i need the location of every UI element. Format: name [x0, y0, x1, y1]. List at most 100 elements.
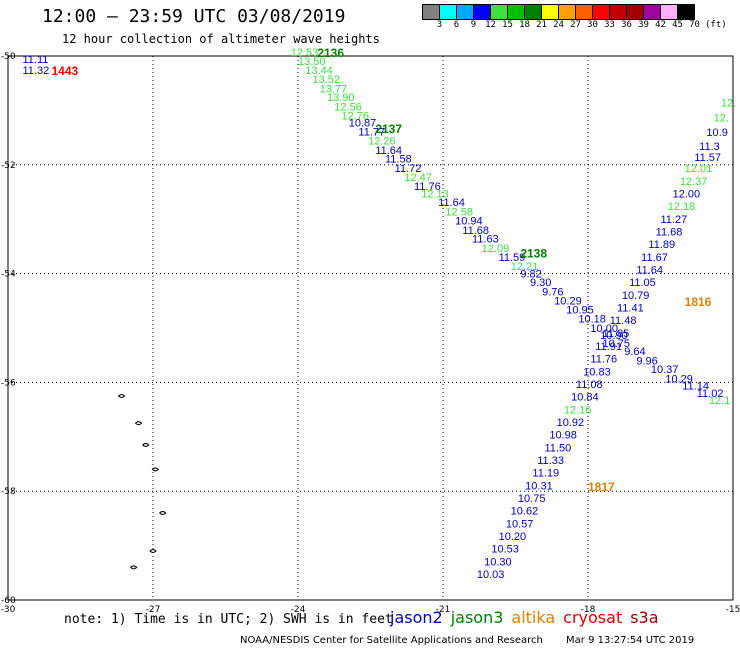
- pass-number-label: 2136: [317, 46, 344, 60]
- swh-value-label: 12.47: [404, 172, 432, 184]
- lon-tick-label: -15: [726, 605, 740, 615]
- swh-value-label: 11.77: [358, 126, 385, 138]
- swh-value-label: 11.33: [537, 455, 564, 467]
- lon-tick-label: -21: [436, 605, 451, 615]
- lon-tick-label: -27: [146, 605, 161, 615]
- legend-label: 70: [689, 20, 700, 30]
- pass-number-label: 2138: [520, 246, 547, 260]
- color-legend: 3 6 9 12 15 18 21 24 27 30 33 36 39 42 45 70 (ft): [422, 4, 727, 30]
- swh-value-label: 13.44: [305, 65, 333, 77]
- swh-value-label: 11.64: [636, 265, 663, 277]
- pass-number-label: 1817: [588, 480, 615, 494]
- pass-number-label: 2137: [375, 122, 402, 136]
- swh-value-label: 12.53: [291, 47, 319, 59]
- swh-value-label: 11.02: [697, 388, 724, 400]
- legend-swatch: [677, 4, 695, 20]
- swh-value-label: 10.75: [603, 338, 631, 350]
- swh-value-label: 12.56: [334, 101, 362, 113]
- swh-value-label: 10.94: [455, 216, 483, 228]
- swh-value-label: 12.: [721, 98, 736, 110]
- swh-value-label: 12.21: [511, 261, 539, 273]
- swh-value-label: 13.90: [327, 92, 355, 104]
- island-outline: [142, 442, 150, 447]
- swh-value-label: 11.57: [694, 152, 721, 164]
- swh-value-label: 12.01: [685, 163, 713, 175]
- swh-value-label: 10.29: [665, 373, 693, 385]
- swh-value-label: 10.29: [554, 296, 582, 308]
- swh-value-label: 11.68: [462, 225, 489, 237]
- swh-value-label: 10.57: [506, 519, 534, 531]
- swh-value-label: 10.87: [349, 118, 377, 130]
- legend-label: 45: [672, 20, 683, 30]
- lat-tick-label: -58: [1, 487, 16, 497]
- swh-value-label: 11.19: [532, 468, 559, 480]
- legend-swatches: [422, 4, 727, 20]
- swh-value-label: 11.11: [23, 54, 49, 66]
- lon-tick-label: -18: [581, 605, 596, 615]
- legend-label: 18: [519, 20, 530, 30]
- swh-value-label: 9.82: [520, 268, 541, 280]
- swh-value-label: 9.64: [624, 346, 645, 358]
- satellite-s3a: s3a: [630, 608, 659, 627]
- legend-label: 36: [621, 20, 632, 30]
- satellite-cryosat: cryosat: [563, 608, 623, 627]
- footer: NOAA/NESDIS Center for Satellite Applica…: [240, 635, 694, 646]
- legend-labels: 3 6 9 12 15 18 21 24 27 30 33 36 39 42 45 70 (ft): [431, 20, 727, 30]
- island-outline: [158, 510, 167, 515]
- swh-value-label: 10.00: [590, 323, 618, 335]
- lon-tick-label: -24: [291, 605, 306, 615]
- swh-value-label: 11.72: [395, 163, 422, 175]
- swh-value-label: 10.18: [578, 314, 606, 326]
- satellite-legend: jason2 jason3 altika cryosat s3a: [390, 608, 667, 627]
- swh-value-label: 10.95: [566, 304, 594, 316]
- swh-value-label: 10.20: [499, 531, 527, 543]
- legend-label: 9: [470, 20, 477, 30]
- legend-label: 3: [436, 20, 443, 30]
- lat-tick-label: -54: [1, 270, 16, 280]
- swh-value-label: 11.59: [499, 252, 526, 264]
- swh-value-label: 10.75: [518, 493, 546, 505]
- island-outline: [149, 549, 157, 554]
- swh-value-label: 10.30: [484, 557, 512, 569]
- swh-value-label: 11.67: [641, 252, 668, 264]
- swh-value-label: 10.98: [549, 429, 577, 441]
- swh-value-label: 11.05: [629, 277, 656, 289]
- swh-value-label: 11.85: [603, 328, 630, 340]
- swh-value-label: 11.27: [661, 214, 688, 226]
- swh-value-label: 11.50: [545, 442, 572, 454]
- pass-number-label: 1816: [685, 295, 712, 309]
- satellite-jason3: jason3: [450, 608, 504, 627]
- swh-value-label: 10.83: [583, 366, 611, 378]
- swh-value-label: 11.48: [610, 315, 637, 327]
- legend-label: 21: [536, 20, 547, 30]
- lon-tick-label: -30: [1, 605, 16, 615]
- legend-label: 27: [570, 20, 581, 30]
- swh-value-label: 10.79: [622, 290, 650, 302]
- legend-label: 24: [553, 20, 564, 30]
- swh-value-label: 11.76: [590, 353, 617, 365]
- legend-label: 42: [655, 20, 666, 30]
- footer-timestamp: Mar 9 13:27:54 UTC 2019: [566, 635, 695, 646]
- swh-value-label: 10.62: [511, 506, 539, 518]
- swh-value-label: 12.26: [368, 136, 396, 148]
- page-subtitle: 12 hour collection of altimeter wave hei…: [62, 32, 380, 46]
- swh-value-label: 11.58: [385, 154, 412, 166]
- swh-value-label: 11.68: [656, 227, 683, 239]
- legend-label: 12: [485, 20, 496, 30]
- swh-value-label: 12.13: [421, 188, 449, 200]
- footer-org: NOAA/NESDIS Center for Satellite Applica…: [240, 635, 543, 646]
- swh-value-label: 11.08: [576, 379, 603, 391]
- swh-value-label: 10.03: [477, 569, 505, 581]
- legend-label: 30: [587, 20, 598, 30]
- swh-value-label: 12.37: [680, 176, 708, 188]
- swh-value-label: 10.84: [571, 391, 599, 403]
- legend-label: 33: [604, 20, 615, 30]
- island-outline: [151, 467, 160, 472]
- swh-value-label: 11.41: [617, 303, 644, 315]
- island-outline: [129, 565, 138, 570]
- pass-number-label: 1443: [52, 64, 79, 78]
- swh-value-label: 10.53: [491, 544, 519, 556]
- satellite-altika: altika: [511, 608, 556, 627]
- swh-value-label: 12.16: [564, 404, 592, 416]
- lat-tick-label: -52: [1, 161, 16, 171]
